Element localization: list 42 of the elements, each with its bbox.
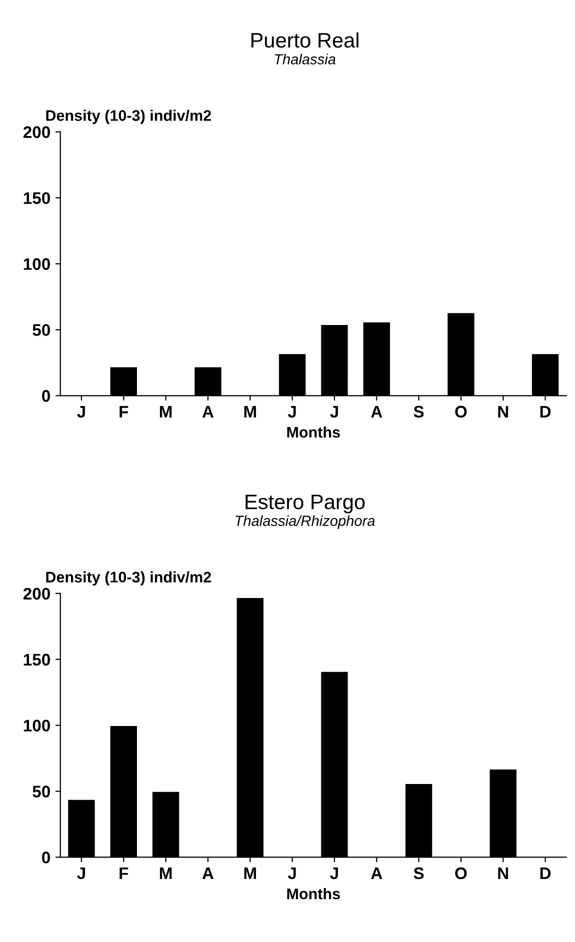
y-tick-label: 0 xyxy=(42,390,50,402)
x-tick-label: A xyxy=(202,406,214,418)
x-tick-label: A xyxy=(371,406,382,418)
x-tick-label: J xyxy=(288,406,296,418)
chart-title: Estero Pargo xyxy=(246,494,365,514)
x-tick-label: F xyxy=(120,406,128,418)
x-tick-label: O xyxy=(455,406,467,418)
chart-title: Puerto Real xyxy=(251,32,358,48)
x-tick-label: J xyxy=(77,868,85,880)
y-tick-label: 150 xyxy=(24,192,50,204)
y-tick-label: 150 xyxy=(24,654,50,666)
x-tick-label: M xyxy=(160,406,172,418)
chart-subtitle: Thalassia/Rhizophora xyxy=(236,515,375,529)
y-tick-label: 100 xyxy=(24,258,50,270)
x-tick-label: O xyxy=(455,867,467,880)
x-tick-label: J xyxy=(330,868,338,880)
x-tick-label: A xyxy=(371,868,382,880)
x-tick-label: N xyxy=(498,406,508,418)
y-tick-label: 50 xyxy=(32,786,50,798)
y-tick-label: 100 xyxy=(24,720,50,732)
y-tick-label: 200 xyxy=(23,126,50,138)
x-tick-label: M xyxy=(160,868,172,880)
x-tick-label: S xyxy=(414,406,424,418)
x-axis-title: Months xyxy=(287,426,340,438)
x-tick-label: J xyxy=(77,406,85,418)
x-tick-label: M xyxy=(244,868,256,880)
x-tick-label: N xyxy=(498,868,508,880)
x-tick-label: D xyxy=(540,406,551,418)
y-tick-label: 200 xyxy=(23,588,50,600)
y-axis-title: Density (10-3) indiv/m2 xyxy=(46,110,211,124)
x-tick-label: A xyxy=(202,868,214,880)
y-tick-label: 0 xyxy=(42,852,50,864)
x-axis-title: Months xyxy=(287,888,340,900)
x-tick-label: J xyxy=(330,406,338,418)
x-tick-label: J xyxy=(288,868,296,880)
x-tick-label: S xyxy=(414,867,424,880)
x-tick-label: F xyxy=(120,868,128,880)
chart-subtitle: Thalassia xyxy=(274,54,336,64)
x-tick-label: M xyxy=(244,406,256,418)
y-axis-title: Density (10-3) indiv/m2 xyxy=(46,571,211,586)
x-tick-label: D xyxy=(540,868,551,880)
y-tick-label: 50 xyxy=(32,324,50,336)
